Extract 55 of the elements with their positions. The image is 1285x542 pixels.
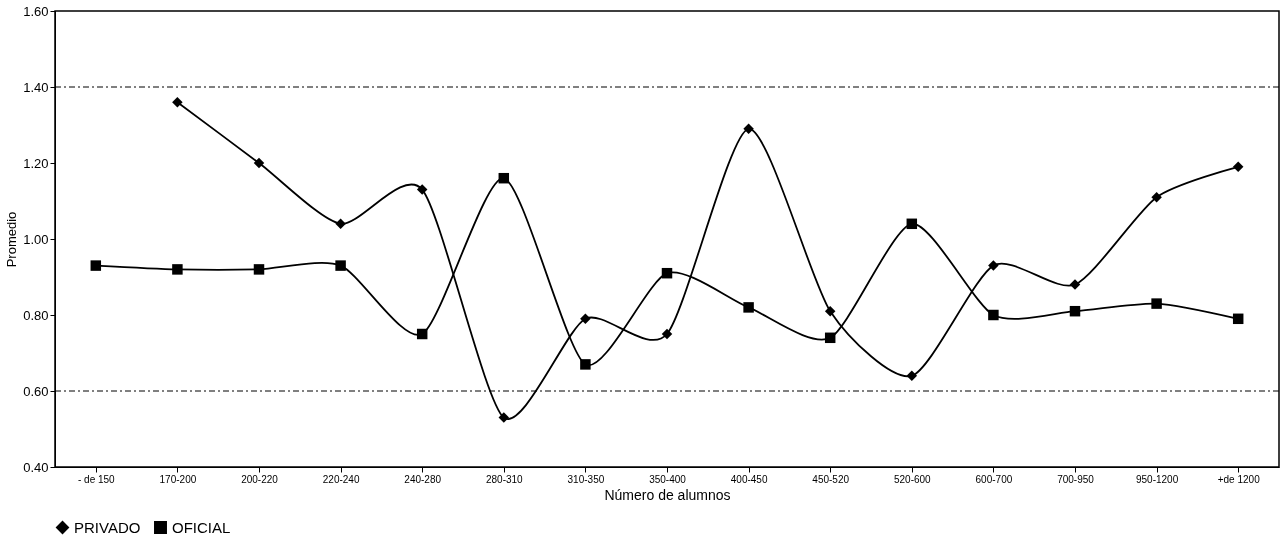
y-tick-label: 1.40 [23, 79, 49, 95]
point [416, 328, 428, 340]
point [580, 313, 591, 325]
point [253, 157, 265, 169]
point [416, 184, 428, 195]
point [172, 264, 183, 275]
x-tick-label: 700-950 [1057, 473, 1095, 485]
y-tick-label: 0.80 [23, 307, 49, 323]
x-tick-label: 400-450 [730, 473, 768, 485]
point [1151, 191, 1162, 203]
x-tick-label: 520-600 [893, 473, 932, 485]
point [580, 359, 591, 370]
y-tick-label: 0.40 [23, 459, 49, 475]
point [988, 309, 999, 321]
x-tick-label: 350-400 [649, 473, 687, 485]
x-tick-label: 950-1200 [1135, 473, 1179, 485]
y-tick-label: 0.60 [23, 383, 49, 399]
point [498, 172, 510, 184]
point [335, 260, 346, 271]
point [1069, 279, 1081, 290]
x-tick-label: 600-700 [975, 473, 1013, 485]
y-tick-label: 1.00 [23, 231, 49, 247]
point [661, 267, 673, 279]
point [335, 218, 346, 230]
point [498, 412, 510, 423]
x-tick-label: +de 1200 [1217, 473, 1261, 485]
point [1069, 305, 1081, 317]
point [824, 332, 836, 344]
x-tick-label: 280-310 [485, 473, 524, 485]
x-tick-label: - de 150 [77, 473, 116, 485]
y-tick-label: 1.60 [23, 3, 49, 19]
x-tick-label: 220-240 [322, 473, 360, 485]
point [172, 96, 183, 108]
legend-label: OFICIAL [172, 518, 231, 536]
x-tick-label: 170-200 [159, 473, 197, 485]
y-tick-label: 1.20 [23, 155, 49, 171]
point [253, 264, 265, 275]
x-axis-title: Número de alumnos [604, 486, 731, 503]
point [661, 328, 673, 340]
point [988, 260, 999, 271]
x-tick-label: 310-350 [567, 473, 605, 485]
point [906, 370, 918, 382]
point [90, 260, 102, 271]
point [743, 123, 754, 135]
point [906, 218, 918, 230]
x-tick-label: 200-220 [241, 473, 279, 485]
point [743, 302, 754, 313]
point [824, 305, 836, 317]
point [1232, 161, 1244, 173]
legend-label: PRIVADO [74, 518, 141, 536]
point [1151, 298, 1162, 309]
x-tick-label: 450-520 [812, 473, 850, 485]
y-axis-title: Promedio [4, 211, 20, 268]
x-tick-label: 240-280 [404, 473, 442, 485]
point [1232, 313, 1244, 325]
